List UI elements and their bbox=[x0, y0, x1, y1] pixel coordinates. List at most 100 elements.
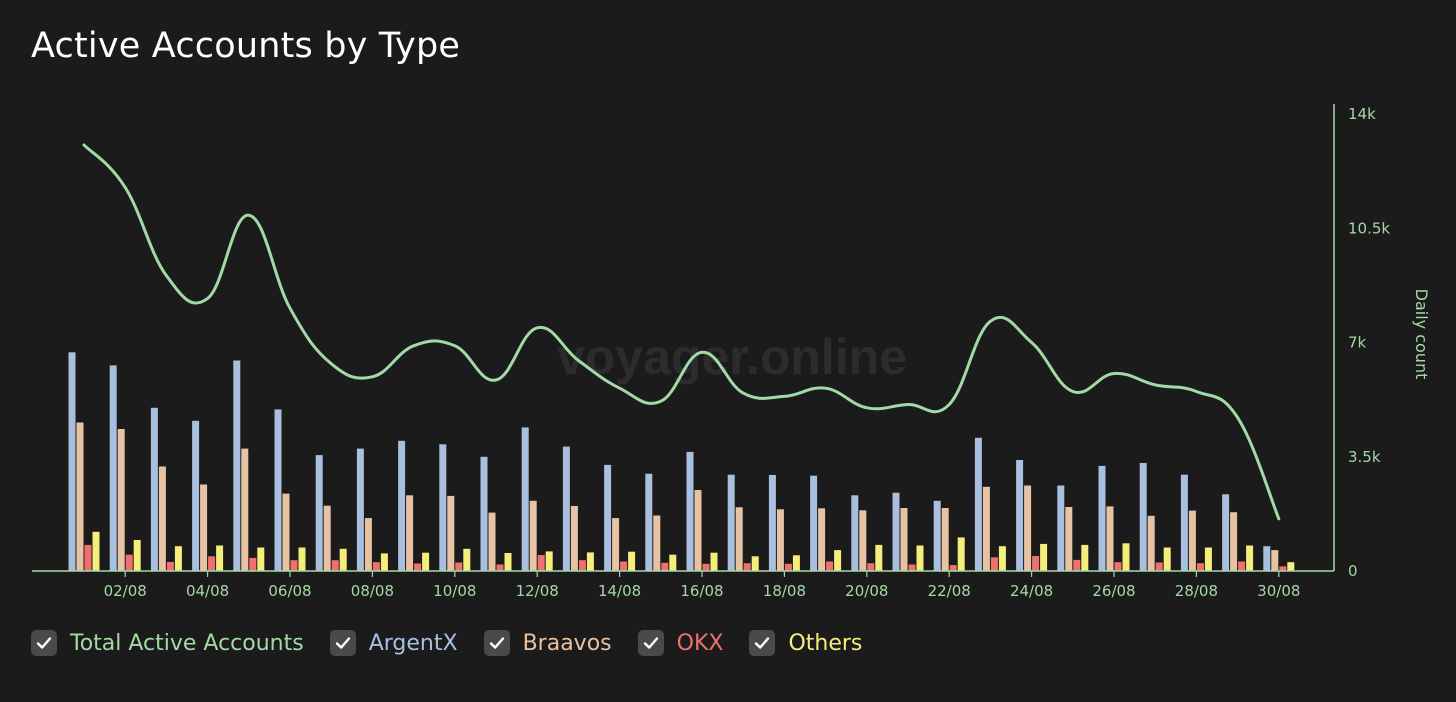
bar-others-05/08 bbox=[257, 547, 265, 571]
x-tick-label: 30/08 bbox=[1257, 582, 1300, 600]
x-tick-label: 20/08 bbox=[845, 582, 888, 600]
bar-braavos-09/08 bbox=[406, 495, 414, 571]
bar-okx-03/08 bbox=[166, 561, 174, 571]
legend-item-total-active-accounts[interactable]: Total Active Accounts bbox=[31, 630, 304, 656]
bar-argentx-15/08 bbox=[645, 473, 653, 571]
bar-others-11/08 bbox=[504, 553, 512, 571]
bar-others-28/08 bbox=[1204, 547, 1212, 571]
bar-argentx-18/08 bbox=[768, 475, 776, 571]
chart-title: Active Accounts by Type bbox=[31, 26, 461, 66]
bar-braavos-12/08 bbox=[529, 500, 537, 571]
bar-okx-11/08 bbox=[496, 564, 504, 571]
bar-argentx-24/08 bbox=[1016, 460, 1024, 571]
bar-argentx-16/08 bbox=[686, 451, 694, 571]
bar-others-07/08 bbox=[339, 548, 347, 571]
bar-braavos-11/08 bbox=[488, 512, 496, 571]
y-tick-label: 0 bbox=[1348, 562, 1358, 580]
checkbox-checked-icon[interactable] bbox=[483, 630, 510, 656]
x-tick-label: 26/08 bbox=[1092, 582, 1135, 600]
x-tick-label: 24/08 bbox=[1010, 582, 1053, 600]
bar-argentx-27/08 bbox=[1139, 463, 1147, 571]
bar-braavos-13/08 bbox=[570, 506, 578, 571]
bar-braavos-26/08 bbox=[1106, 506, 1114, 571]
checkbox-checked-icon[interactable] bbox=[329, 630, 356, 656]
bar-braavos-30/08 bbox=[1271, 550, 1279, 571]
bar-argentx-23/08 bbox=[974, 437, 982, 571]
bar-argentx-21/08 bbox=[892, 492, 900, 571]
x-tick-label: 18/08 bbox=[763, 582, 806, 600]
x-tick-label: 08/08 bbox=[351, 582, 394, 600]
bar-others-25/08 bbox=[1081, 544, 1089, 571]
bar-argentx-08/08 bbox=[356, 448, 364, 571]
bar-okx-26/08 bbox=[1114, 562, 1122, 571]
bar-others-13/08 bbox=[586, 552, 594, 571]
checkbox-checked-icon[interactable] bbox=[31, 630, 57, 656]
bar-braavos-25/08 bbox=[1065, 507, 1073, 571]
bar-braavos-21/08 bbox=[900, 508, 908, 571]
bar-others-01/08 bbox=[92, 531, 100, 571]
bar-others-15/08 bbox=[669, 554, 677, 571]
x-tick-label: 12/08 bbox=[516, 582, 559, 600]
legend-item-braavos[interactable]: Braavos bbox=[483, 630, 612, 656]
legend: Total Active Accounts ArgentX Braavos OKX Ot… bbox=[31, 630, 888, 656]
x-tick-label: 10/08 bbox=[433, 582, 476, 600]
bar-others-24/08 bbox=[1040, 543, 1048, 571]
x-tick-label: 06/08 bbox=[268, 582, 311, 600]
bar-others-30/08 bbox=[1287, 562, 1295, 571]
legend-item-argentx[interactable]: ArgentX bbox=[329, 630, 458, 656]
bar-braavos-18/08 bbox=[776, 509, 784, 571]
bar-others-19/08 bbox=[834, 550, 842, 571]
bar-others-14/08 bbox=[628, 551, 636, 571]
bar-argentx-07/08 bbox=[315, 455, 323, 571]
bar-okx-17/08 bbox=[743, 563, 751, 571]
y-tick-label: 14k bbox=[1348, 105, 1376, 123]
bar-braavos-14/08 bbox=[612, 518, 620, 571]
bar-braavos-16/08 bbox=[694, 490, 702, 571]
line-series-group bbox=[82, 143, 1281, 521]
bar-okx-24/08 bbox=[1032, 556, 1040, 571]
bar-others-26/08 bbox=[1122, 543, 1130, 571]
y-tick-label: 10.5k bbox=[1348, 219, 1390, 237]
bar-okx-14/08 bbox=[620, 561, 628, 571]
bar-others-03/08 bbox=[174, 546, 182, 571]
bar-braavos-02/08 bbox=[117, 429, 125, 571]
bar-argentx-14/08 bbox=[604, 464, 612, 571]
bar-okx-30/08 bbox=[1279, 566, 1287, 571]
x-axis: 02/08 04/08 06/08 08/08 10/08 12/08 14/08 16/08… bbox=[32, 570, 1334, 600]
bar-argentx-06/08 bbox=[274, 409, 282, 571]
bar-okx-16/08 bbox=[702, 563, 710, 571]
bar-braavos-06/08 bbox=[282, 493, 290, 571]
bar-argentx-17/08 bbox=[727, 474, 735, 571]
bar-others-18/08 bbox=[792, 555, 800, 571]
bar-braavos-27/08 bbox=[1147, 515, 1155, 571]
bar-others-23/08 bbox=[998, 546, 1006, 571]
bar-others-09/08 bbox=[422, 552, 430, 571]
bar-argentx-09/08 bbox=[398, 440, 406, 571]
bar-okx-06/08 bbox=[290, 560, 298, 571]
bar-okx-25/08 bbox=[1073, 559, 1081, 571]
bar-okx-10/08 bbox=[455, 562, 463, 571]
x-tick-label: 22/08 bbox=[928, 582, 971, 600]
bar-argentx-01/08 bbox=[68, 352, 76, 571]
bar-others-20/08 bbox=[875, 544, 883, 571]
bar-argentx-22/08 bbox=[933, 500, 941, 571]
bar-braavos-24/08 bbox=[1024, 485, 1032, 571]
bar-braavos-19/08 bbox=[818, 508, 826, 571]
legend-item-okx[interactable]: OKX bbox=[637, 630, 723, 656]
bar-argentx-05/08 bbox=[233, 360, 241, 571]
bar-okx-07/08 bbox=[331, 560, 339, 571]
y-tick-label: 3.5k bbox=[1348, 448, 1381, 466]
bar-argentx-13/08 bbox=[562, 446, 570, 571]
y-axis-title: Daily count bbox=[1412, 289, 1431, 380]
y-axis: 0 3.5k 7k 10.5k 14k Daily count bbox=[1333, 104, 1431, 580]
bar-okx-02/08 bbox=[125, 554, 133, 571]
bar-okx-19/08 bbox=[826, 561, 834, 571]
bar-others-02/08 bbox=[133, 540, 141, 571]
x-tick-label: 04/08 bbox=[186, 582, 229, 600]
bar-okx-08/08 bbox=[372, 562, 380, 571]
legend-item-others[interactable]: Others bbox=[749, 630, 862, 656]
checkbox-checked-icon[interactable] bbox=[749, 630, 776, 656]
checkbox-checked-icon[interactable] bbox=[637, 630, 664, 656]
bar-okx-18/08 bbox=[784, 563, 792, 571]
